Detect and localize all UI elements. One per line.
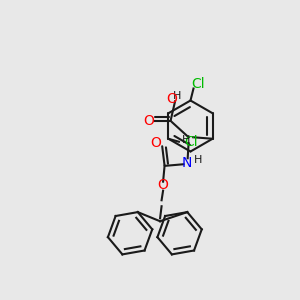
Text: H: H	[194, 155, 202, 165]
Text: H: H	[172, 91, 181, 101]
Text: O: O	[158, 178, 169, 192]
Text: N: N	[182, 156, 192, 170]
Text: Cl: Cl	[184, 135, 198, 149]
Text: O: O	[143, 114, 154, 128]
Text: O: O	[150, 136, 161, 150]
Text: H: H	[182, 135, 190, 145]
Text: Cl: Cl	[191, 77, 205, 91]
Text: O: O	[166, 92, 177, 106]
